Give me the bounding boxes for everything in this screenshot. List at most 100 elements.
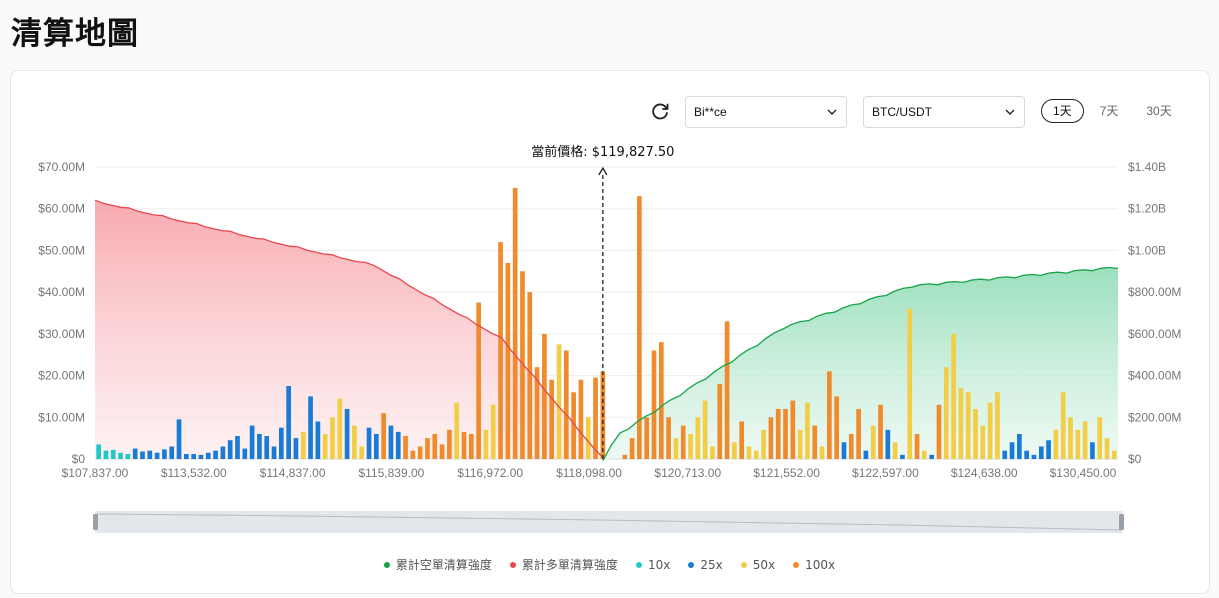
liquidation-bar[interactable] — [885, 429, 891, 459]
liquidation-bar[interactable] — [322, 433, 328, 459]
liquidation-bar[interactable] — [176, 419, 182, 459]
liquidation-bar[interactable] — [870, 425, 876, 459]
slider-track[interactable] — [95, 511, 1123, 533]
liquidation-bar[interactable] — [922, 450, 927, 459]
liquidation-bar[interactable] — [359, 446, 365, 459]
liquidation-bar[interactable] — [841, 442, 847, 459]
liquidation-bar[interactable] — [220, 446, 226, 459]
liquidation-bar[interactable] — [198, 454, 204, 459]
liquidation-bar[interactable] — [1104, 438, 1110, 459]
liquidation-bar[interactable] — [96, 444, 101, 459]
liquidation-bar[interactable] — [388, 425, 394, 459]
liquidation-bar[interactable] — [556, 344, 562, 459]
liquidation-bar[interactable] — [432, 433, 438, 459]
liquidation-bar[interactable] — [140, 451, 145, 459]
liquidation-bar[interactable] — [629, 438, 635, 459]
liquidation-bar[interactable] — [184, 453, 189, 459]
liquidation-bar[interactable] — [958, 388, 964, 459]
liquidation-bar[interactable] — [205, 452, 211, 459]
tab-7d[interactable]: 7天 — [1099, 104, 1119, 118]
liquidation-bar[interactable] — [213, 450, 218, 459]
liquidation-bar[interactable] — [951, 333, 956, 459]
liquidation-bar[interactable] — [965, 392, 971, 459]
liquidation-bar[interactable] — [907, 308, 913, 459]
liquidation-bar[interactable] — [819, 446, 825, 459]
liquidation-bar[interactable] — [542, 333, 547, 459]
liquidation-bar[interactable] — [264, 436, 270, 459]
liquidation-bar[interactable] — [702, 400, 708, 459]
liquidation-bar[interactable] — [651, 350, 657, 459]
liquidation-bar[interactable] — [461, 431, 467, 459]
liquidation-bar[interactable] — [688, 433, 693, 459]
liquidation-bar[interactable] — [790, 400, 796, 459]
liquidation-bar[interactable] — [227, 440, 233, 459]
liquidation-bar[interactable] — [739, 421, 745, 459]
liquidation-bar[interactable] — [366, 427, 372, 459]
liquidation-bar[interactable] — [1090, 442, 1095, 459]
pair-select[interactable]: BTC/USDT — [863, 96, 1025, 128]
liquidation-bar[interactable] — [987, 402, 993, 459]
liquidation-bar[interactable] — [673, 438, 679, 459]
liquidation-bar[interactable] — [1002, 450, 1008, 459]
liquidation-bar[interactable] — [293, 438, 299, 459]
liquidation-bar[interactable] — [191, 453, 196, 459]
liquidation-bar[interactable] — [637, 196, 642, 459]
refresh-icon[interactable] — [648, 100, 672, 124]
liquidation-bar[interactable] — [892, 442, 898, 459]
liquidation-bar[interactable] — [717, 383, 723, 459]
liquidation-bar[interactable] — [710, 446, 715, 459]
liquidation-bar[interactable] — [410, 450, 416, 459]
liquidation-bar[interactable] — [169, 446, 175, 459]
liquidation-bar[interactable] — [827, 371, 832, 459]
liquidation-bar[interactable] — [249, 425, 255, 459]
liquidation-bar[interactable] — [1053, 429, 1059, 459]
liquidation-bar[interactable] — [512, 187, 518, 460]
liquidation-bar[interactable] — [1024, 450, 1029, 459]
liquidation-bar[interactable] — [395, 431, 401, 459]
legend-50x[interactable]: 50x — [740, 556, 775, 573]
liquidation-bar[interactable] — [308, 396, 313, 459]
liquidation-bar[interactable] — [110, 449, 116, 459]
liquidation-bar[interactable] — [1112, 450, 1117, 459]
liquidation-bar[interactable] — [373, 433, 379, 459]
liquidation-bar[interactable] — [585, 417, 591, 459]
liquidation-bar[interactable] — [593, 377, 598, 459]
liquidation-bar[interactable] — [417, 446, 423, 459]
exchange-select[interactable]: Bi**ce — [685, 96, 847, 128]
legend-25x[interactable]: 25x — [688, 556, 723, 573]
liquidation-bar[interactable] — [973, 408, 978, 459]
liquidation-bar[interactable] — [571, 392, 576, 459]
liquidation-bar[interactable] — [834, 396, 840, 459]
liquidation-bar[interactable] — [775, 408, 781, 459]
liquidation-bar[interactable] — [403, 436, 408, 459]
liquidation-bar[interactable] — [783, 408, 788, 459]
liquidation-bar[interactable] — [352, 425, 357, 459]
liquidation-bar[interactable] — [103, 450, 109, 459]
liquidation-bar[interactable] — [658, 342, 664, 459]
liquidation-bar[interactable] — [118, 452, 123, 459]
liquidation-bar[interactable] — [330, 417, 335, 459]
legend-100x[interactable]: 100x — [793, 556, 835, 573]
liquidation-bar[interactable] — [468, 433, 474, 459]
liquidation-bar[interactable] — [666, 417, 671, 459]
liquidation-bar[interactable] — [447, 429, 452, 459]
liquidation-bar[interactable] — [454, 402, 460, 459]
liquidation-bar[interactable] — [271, 446, 277, 459]
legend-short[interactable]: 累計空單清算強度 — [383, 556, 492, 573]
liquidation-bar[interactable] — [162, 449, 167, 459]
liquidation-bar[interactable] — [534, 367, 540, 459]
liquidation-bar[interactable] — [125, 453, 131, 459]
slider-handle-right[interactable] — [1119, 514, 1124, 530]
liquidation-bar[interactable] — [483, 429, 489, 459]
liquidation-bar[interactable] — [520, 271, 525, 459]
liquidation-bar[interactable] — [812, 425, 818, 459]
liquidation-bar[interactable] — [797, 429, 803, 459]
liquidation-bar[interactable] — [1075, 429, 1081, 459]
liquidation-bar[interactable] — [929, 454, 935, 459]
liquidation-bar[interactable] — [622, 454, 628, 459]
liquidation-bar[interactable] — [337, 398, 343, 459]
liquidation-bar[interactable] — [1046, 440, 1051, 459]
liquidation-bar[interactable] — [900, 454, 905, 459]
liquidation-bar[interactable] — [805, 402, 810, 459]
liquidation-bar[interactable] — [695, 417, 701, 459]
